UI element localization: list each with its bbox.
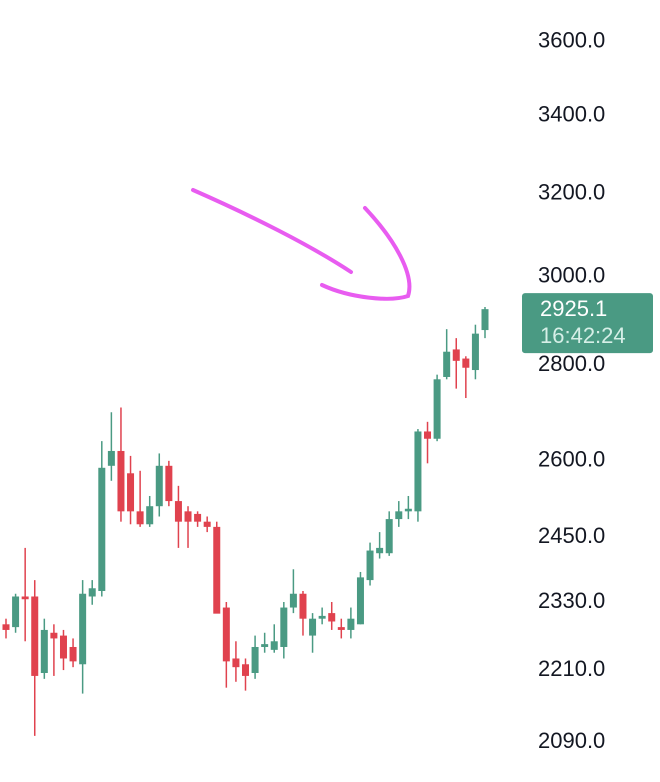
candle-body: [424, 431, 432, 439]
arrow-annotation: [191, 188, 412, 301]
candle-body: [337, 627, 345, 630]
last-price: 2925.1: [540, 296, 607, 321]
candle-body: [414, 431, 422, 512]
candle-body: [481, 309, 489, 331]
y-tick-label: 3000.0: [538, 262, 605, 287]
candle-body: [155, 465, 163, 507]
candle-body: [280, 607, 288, 647]
candle-body: [136, 511, 144, 525]
candle-body: [232, 658, 240, 668]
y-tick-label: 2600.0: [538, 447, 605, 472]
candle-body: [184, 511, 192, 522]
candle-body: [471, 333, 479, 371]
candle-body: [213, 526, 221, 614]
candle-body: [404, 508, 412, 512]
y-tick-label: 2090.0: [538, 728, 605, 753]
candle-body: [165, 465, 173, 502]
candle-body: [107, 450, 115, 466]
candle-body: [289, 593, 297, 608]
candle-body: [59, 635, 67, 659]
candle-body: [299, 593, 307, 619]
candle-body: [2, 624, 10, 630]
y-tick-label: 2330.0: [538, 588, 605, 613]
countdown: 16:42:24: [540, 323, 626, 348]
candle-body: [356, 577, 364, 625]
price-tag: [522, 293, 653, 354]
candle-body: [146, 506, 154, 525]
candle-body: [251, 646, 259, 673]
candle-body: [194, 513, 202, 522]
candle-body: [452, 349, 460, 361]
candle-body: [462, 358, 470, 368]
candle-body: [117, 450, 125, 512]
candle-body: [347, 618, 355, 630]
candle-body: [270, 641, 278, 650]
candle-body: [395, 511, 403, 520]
candle-body: [50, 632, 58, 639]
candle-body: [318, 615, 326, 619]
candle-body: [366, 550, 374, 581]
candle-body: [79, 593, 87, 665]
candle-body: [127, 473, 135, 512]
candle-body: [242, 664, 249, 676]
candle-body: [261, 644, 269, 647]
y-tick-label: 3400.0: [538, 101, 605, 126]
candle-body: [98, 467, 106, 592]
candle-body: [443, 351, 451, 377]
candle-body: [309, 618, 317, 636]
y-tick-label: 3200.0: [538, 179, 605, 204]
candle-body: [203, 521, 211, 527]
candle-body: [376, 547, 384, 554]
candle-body: [12, 596, 20, 628]
y-tick-label: 2450.0: [538, 523, 605, 548]
candle-body: [40, 629, 48, 673]
candle-body: [222, 607, 230, 662]
y-tick-label: 3600.0: [538, 28, 605, 53]
y-tick-label: 2210.0: [538, 656, 605, 681]
candle-body: [21, 596, 29, 600]
candle-body: [433, 379, 441, 439]
y-tick-label: 2800.0: [538, 351, 605, 376]
candle-body: [31, 596, 39, 676]
candle-body: [385, 519, 393, 554]
candle-body: [88, 588, 96, 597]
candle-body: [328, 613, 336, 622]
candle-body: [69, 646, 77, 662]
arrow-shaft: [191, 188, 353, 274]
arrow-head: [320, 206, 412, 301]
candle-body: [174, 501, 182, 522]
